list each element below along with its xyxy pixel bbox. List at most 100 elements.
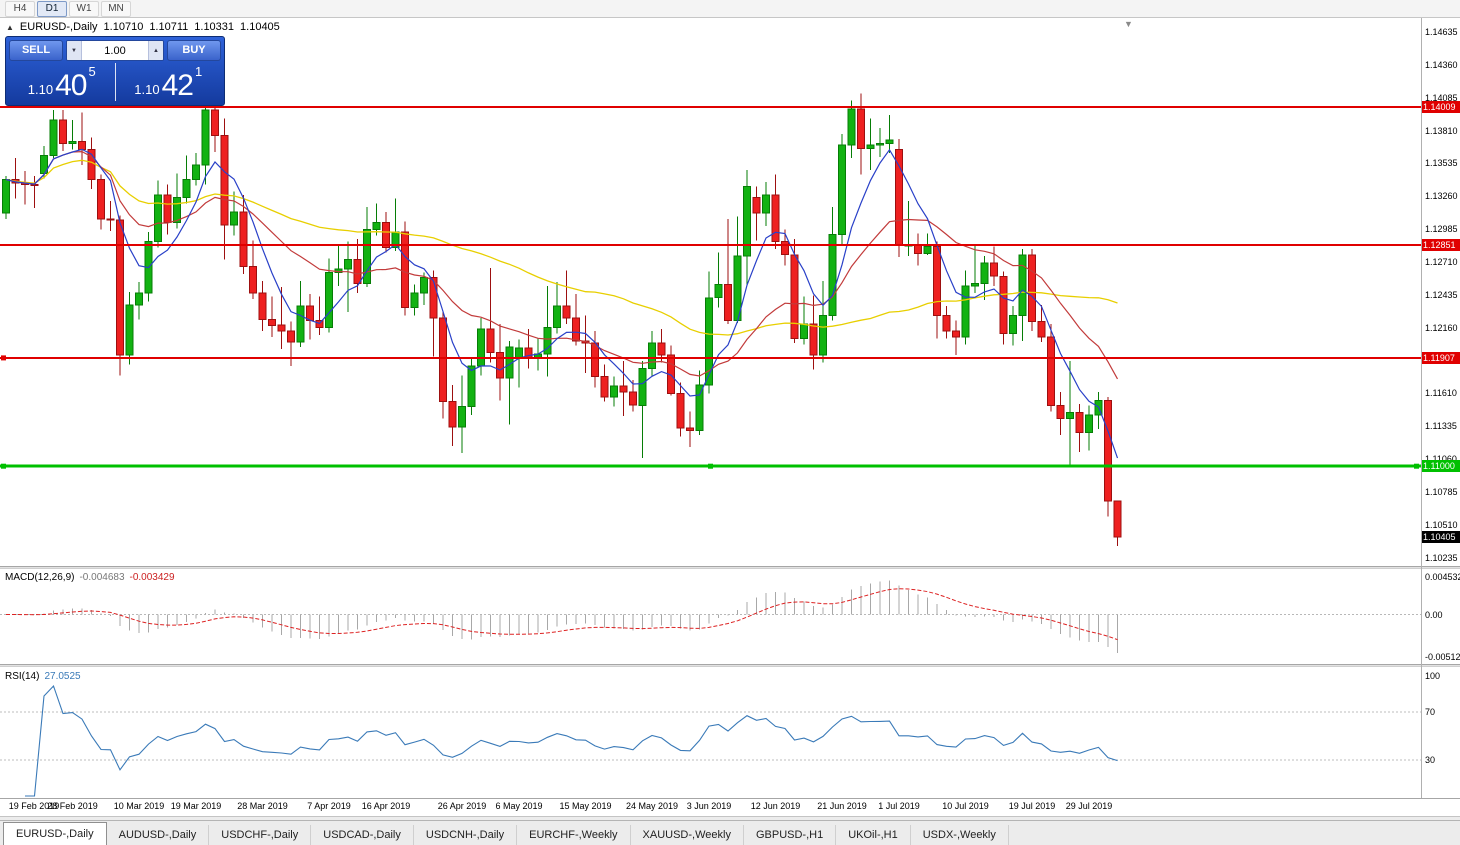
candle-body	[277, 324, 286, 332]
date-label-108: 19 Jul 2019	[1008, 801, 1056, 811]
collapse-panel-icon[interactable]: ▲	[6, 22, 14, 32]
date-label-101: 10 Jul 2019	[942, 801, 989, 811]
candle-body	[230, 211, 238, 226]
candle-body	[752, 196, 761, 214]
macd-signal-line[interactable]	[6, 588, 1118, 641]
rsi-label: RSI(14) 27.0525	[5, 671, 81, 682]
line-handle-right[interactable]	[1414, 463, 1419, 469]
price-tick-1.13810: 1.13810	[1425, 126, 1458, 136]
candle-body	[1113, 500, 1122, 538]
macd-panel-splitter[interactable]	[0, 566, 1460, 569]
candle-body	[467, 365, 476, 407]
candle-body	[135, 292, 143, 306]
chart-tab-usdcnh-daily[interactable]: USDCNH-,Daily	[414, 825, 518, 845]
date-label-54: 6 May 2019	[495, 801, 543, 811]
macd-main-value: -0.004683	[79, 572, 125, 583]
chart-tab-usdx-weekly[interactable]: USDX-,Weekly	[911, 825, 1009, 845]
candle-body	[201, 109, 210, 166]
candle-body	[1009, 315, 1017, 335]
price-chart-canvas[interactable]	[0, 18, 1421, 566]
rsi-axis-70: 70	[1425, 707, 1436, 717]
line-handle-left[interactable]	[1, 463, 6, 469]
price-tick-1.10785: 1.10785	[1425, 487, 1458, 497]
candle-body	[572, 317, 580, 342]
candle-body	[942, 315, 951, 332]
buy-button[interactable]: BUY	[167, 40, 221, 61]
timeframe-button-h4[interactable]: H4	[5, 0, 35, 17]
chart-tab-eurchf-weekly[interactable]: EURCHF-,Weekly	[517, 825, 631, 845]
chart-tab-usdchf-daily[interactable]: USDCHF-,Daily	[209, 825, 312, 845]
chart-tab-usdcad-daily[interactable]: USDCAD-,Daily	[311, 825, 414, 845]
chart-tab-xauusd-weekly[interactable]: XAUUSD-,Weekly	[631, 825, 744, 845]
line-handle-center[interactable]	[708, 463, 713, 469]
candles-layer	[2, 93, 1122, 547]
ma-medium-line[interactable]	[5, 150, 1119, 380]
candle-body	[800, 323, 808, 339]
line-handle-left[interactable]	[1, 355, 6, 361]
rsi-panel-splitter[interactable]	[0, 664, 1460, 667]
date-label-34: 7 Apr 2019	[307, 801, 351, 811]
candle-body	[762, 194, 770, 214]
candle-body	[353, 259, 362, 285]
candle-body	[1066, 411, 1074, 419]
candle-body	[648, 342, 656, 369]
candle-body	[562, 305, 571, 319]
candle-body	[857, 108, 865, 149]
candle-body	[914, 244, 922, 255]
price-tick-1.14085: 1.14085	[1425, 93, 1458, 103]
candle-body	[771, 194, 780, 243]
chart-title: ▲ EURUSD-,Daily 1.10710 1.10711 1.10331 …	[6, 21, 280, 33]
ohlc-high: 1.10711	[149, 21, 189, 33]
ask-price[interactable]: 1.10 42 1	[116, 61, 222, 103]
chart-tab-audusd-daily[interactable]: AUDUSD-,Daily	[107, 825, 210, 845]
timeframe-button-mn[interactable]: MN	[101, 0, 131, 17]
candle-body	[68, 140, 77, 145]
candle-body	[496, 352, 504, 379]
price-tick-1.10235: 1.10235	[1425, 553, 1458, 563]
timeframe-button-d1[interactable]: D1	[37, 0, 67, 17]
price-tick-1.12710: 1.12710	[1425, 257, 1458, 267]
candle-body	[258, 292, 267, 320]
macd-signal-value: -0.003429	[129, 572, 175, 583]
timeframe-button-w1[interactable]: W1	[69, 0, 99, 17]
ma-slow-line[interactable]	[5, 159, 1118, 336]
volume-increase-button[interactable]: ▲	[148, 41, 163, 60]
candle-body	[296, 305, 305, 343]
bid-price[interactable]: 1.10 40 5	[9, 61, 115, 103]
candle-body	[106, 218, 115, 221]
candle-body	[363, 229, 371, 284]
window-edge	[0, 816, 1460, 820]
sell-button[interactable]: SELL	[9, 40, 63, 61]
candle-body	[1047, 336, 1055, 406]
ma-fast-line[interactable]	[5, 148, 1119, 459]
candle-body	[439, 317, 447, 403]
macd-indicator-canvas[interactable]	[0, 570, 1421, 663]
candle-body	[610, 385, 618, 398]
candle-body	[714, 284, 723, 299]
candle-body	[885, 139, 894, 145]
candle-body	[724, 284, 732, 321]
rsi-indicator-canvas[interactable]	[0, 668, 1421, 797]
price-tick-1.14360: 1.14360	[1425, 60, 1458, 70]
chart-tab-ukoil-h1[interactable]: UKOil-,H1	[836, 825, 911, 845]
price-level-badge-1.12851: 1.12851	[1422, 239, 1460, 251]
candle-body	[182, 179, 191, 198]
date-label-81: 12 Jun 2019	[750, 801, 801, 811]
candle-body	[895, 149, 903, 246]
chart-tab-eurusd-daily[interactable]: EURUSD-,Daily	[3, 822, 107, 845]
date-label-61: 15 May 2019	[559, 801, 612, 811]
candle-body	[125, 304, 134, 356]
chart-shift-marker-icon[interactable]: ▼	[1124, 19, 1133, 29]
macd-axis--0.005122: -0.005122	[1425, 652, 1460, 662]
volume-decrease-button[interactable]: ▼	[67, 41, 82, 60]
candle-body	[220, 134, 229, 226]
candle-body	[458, 406, 466, 428]
candle-body	[923, 245, 932, 255]
candle-body	[629, 391, 637, 406]
candle-body	[59, 119, 67, 145]
volume-input[interactable]	[82, 41, 148, 60]
candle-body	[448, 401, 457, 428]
chart-tab-gbpusd-h1[interactable]: GBPUSD-,H1	[744, 825, 837, 845]
candle-body	[1028, 254, 1036, 323]
